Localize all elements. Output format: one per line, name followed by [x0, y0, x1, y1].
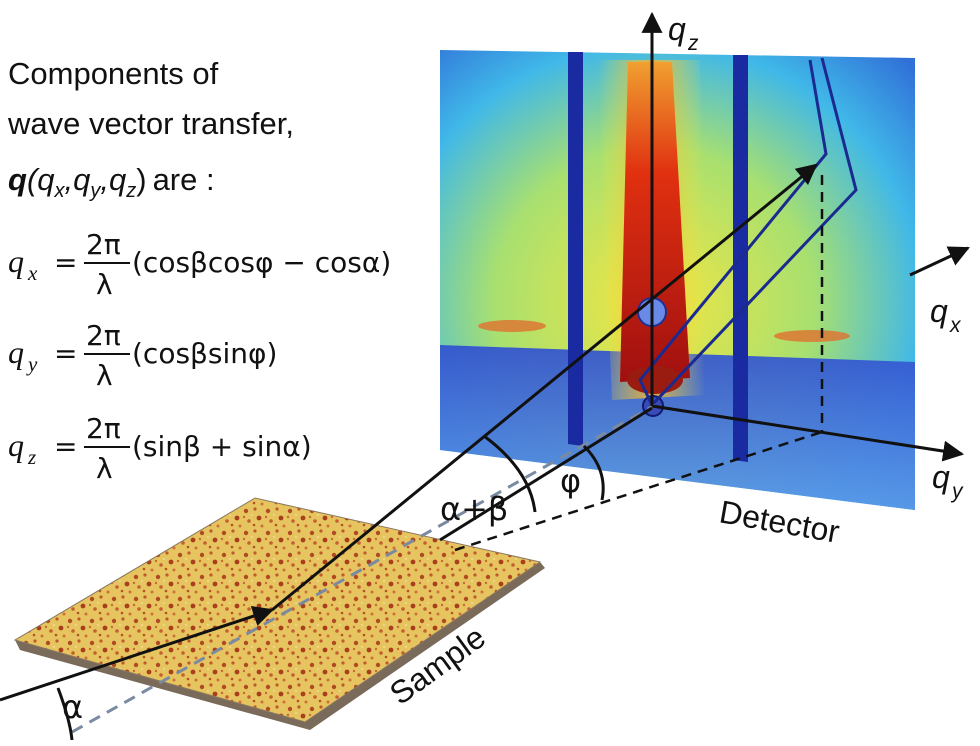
axis-label-qx: q x: [930, 293, 962, 337]
axis-label-qz: q z: [668, 11, 699, 55]
svg-text:y: y: [950, 480, 964, 503]
q-vector-symbol: q: [8, 162, 27, 197]
intro-line-3: q(qx,qy,qz) are :: [8, 162, 215, 202]
detector-streak: [620, 62, 690, 382]
svg-text:=: =: [54, 246, 77, 279]
axis-label-qy: q y: [932, 459, 964, 503]
svg-text:λ: λ: [96, 359, 113, 392]
incident-beam: [0, 605, 274, 702]
ewald-outline: [638, 57, 858, 408]
svg-text:z: z: [27, 445, 36, 469]
svg-text:y: y: [26, 352, 38, 376]
svg-text:z: z: [687, 32, 699, 55]
equation-qz: q z = 2π λ (sinβ + sinα): [8, 412, 312, 485]
svg-text:2π: 2π: [86, 319, 121, 352]
svg-text:2π: 2π: [86, 228, 121, 261]
svg-text:q: q: [668, 11, 686, 47]
svg-text:λ: λ: [96, 452, 113, 485]
reference-lines: [71, 175, 824, 734]
detector-label: Detector: [717, 493, 843, 550]
beamstop-bar-left: [568, 52, 583, 446]
equation-qx: q x = 2π λ (cosβcosφ − cosα): [8, 228, 391, 301]
phi-label: φ: [560, 462, 581, 500]
svg-text:x: x: [949, 314, 962, 337]
svg-text:x: x: [27, 261, 38, 285]
phi-arc: [582, 444, 605, 501]
detector-side-lobe-right: [774, 330, 850, 342]
sample-surface: [13, 497, 542, 723]
svg-text:=: =: [54, 337, 77, 370]
phi-reference: [454, 430, 823, 552]
qy-axis-line: [651, 404, 965, 462]
alpha-label: α: [62, 688, 83, 726]
svg-text:q: q: [8, 427, 24, 463]
scattered-beam: [271, 163, 818, 612]
svg-text:(cosβsinφ): (cosβsinφ): [132, 337, 277, 370]
svg-text:q: q: [8, 243, 24, 279]
svg-text:λ: λ: [96, 268, 113, 301]
intro-line-2: wave vector transfer,: [7, 106, 294, 141]
beams: [0, 163, 818, 741]
svg-text:(cosβcosφ − cosα): (cosβcosφ − cosα): [132, 246, 391, 279]
alpha-plus-beta-label: α+β: [440, 490, 508, 528]
qx-axis-line: [909, 246, 970, 277]
axes: [641, 11, 970, 462]
equation-qy: q y = 2π λ (cosβsinφ): [8, 319, 277, 392]
svg-text:q: q: [8, 334, 24, 370]
svg-text:q: q: [930, 293, 948, 329]
detector-lower-band: [440, 345, 915, 510]
svg-text:2π: 2π: [86, 412, 121, 445]
intro-text: Components of wave vector transfer, q(qx…: [7, 56, 294, 202]
detector-side-lobe-left: [478, 320, 546, 332]
sample-plate: [13, 497, 545, 730]
sample-plane-reference: [71, 403, 656, 734]
svg-text:(sinβ + sinα): (sinβ + sinα): [132, 430, 312, 463]
projected-beam: [439, 406, 653, 542]
alpha-beta-arc: [483, 434, 537, 513]
alpha-arc: [56, 687, 74, 741]
svg-text:=: =: [54, 430, 77, 463]
intro-line-1: Components of: [8, 56, 219, 91]
svg-text:q: q: [932, 459, 950, 495]
